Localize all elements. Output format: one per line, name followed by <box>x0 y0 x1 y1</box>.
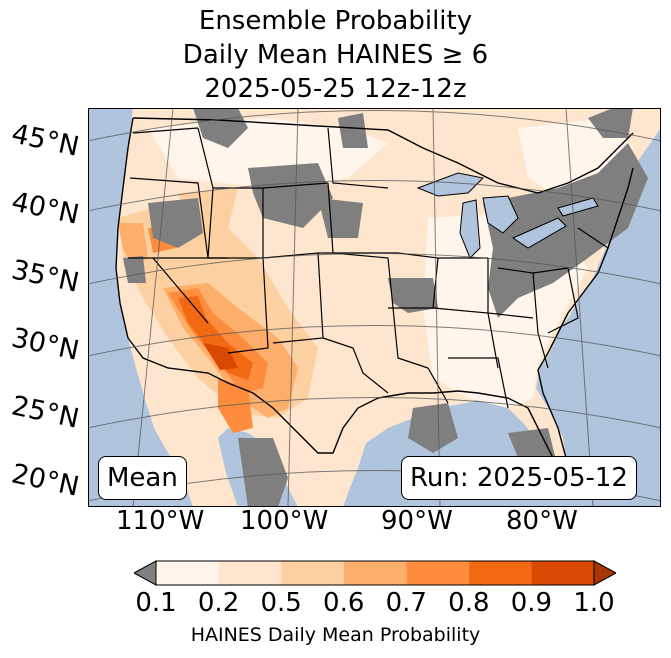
colorbar-tick-label: 0.8 <box>448 588 490 618</box>
colorbar-frame <box>155 560 595 586</box>
prob-0.9-core <box>203 343 238 370</box>
lon-label-100: 100°W <box>240 506 329 536</box>
run-date-badge: Run: 2025-05-12 <box>401 456 637 500</box>
no-data-patches <box>123 108 648 507</box>
probability-map <box>88 108 661 507</box>
map-frame <box>88 108 661 507</box>
colorbar <box>134 560 616 586</box>
lon-label-110: 110°W <box>116 506 205 536</box>
lat-label-25: 25°N <box>8 390 82 435</box>
colorbar-tick-label: 0.6 <box>323 588 365 618</box>
title-line-1: Ensemble Probability <box>198 6 473 36</box>
colorbar-bin-3 <box>343 561 407 585</box>
prob-0.8-core <box>178 296 253 380</box>
mean-badge: Mean <box>98 456 187 500</box>
colorbar-tick-label: 0.1 <box>135 588 177 618</box>
lat-label-20: 20°N <box>8 458 82 503</box>
title-line-3: 2025-05-25 12z-12z <box>204 74 467 104</box>
colorbar-tick-label: 0.5 <box>260 588 302 618</box>
great-lakes <box>416 172 599 259</box>
colorbar-tick-label: 0.2 <box>197 588 240 618</box>
colorbar-bin-0 <box>156 561 219 585</box>
lon-label-80: 80°W <box>506 506 578 536</box>
colorbar-under-arrow <box>134 560 157 586</box>
graticule <box>88 108 661 507</box>
prob-0.7-baja <box>218 378 253 433</box>
colorbar-label: HAINES Daily Mean Probability <box>190 624 481 646</box>
colorbar-bin-6 <box>531 561 594 585</box>
colorbar-bin-4 <box>406 561 469 585</box>
colorbar-tick-label: 0.9 <box>510 588 553 618</box>
colorbar-bin-5 <box>468 561 532 585</box>
colorbar-tick-label: 0.7 <box>385 588 427 618</box>
lat-label-40: 40°N <box>8 186 82 231</box>
colorbar-over-arrow <box>593 560 616 586</box>
canada-border <box>132 117 634 194</box>
colorbar-bin-1 <box>218 561 282 585</box>
colorbar-tick-label: 1.0 <box>573 588 615 618</box>
us-border <box>115 117 634 470</box>
title-line-2: Daily Mean HAINES ≥ 6 <box>182 40 489 70</box>
lat-label-30: 30°N <box>8 322 82 367</box>
colorbar-bin-2 <box>281 561 344 585</box>
lat-label-35: 35°N <box>8 254 82 299</box>
lon-label-90: 90°W <box>381 506 453 536</box>
lat-label-45: 45°N <box>8 118 82 163</box>
